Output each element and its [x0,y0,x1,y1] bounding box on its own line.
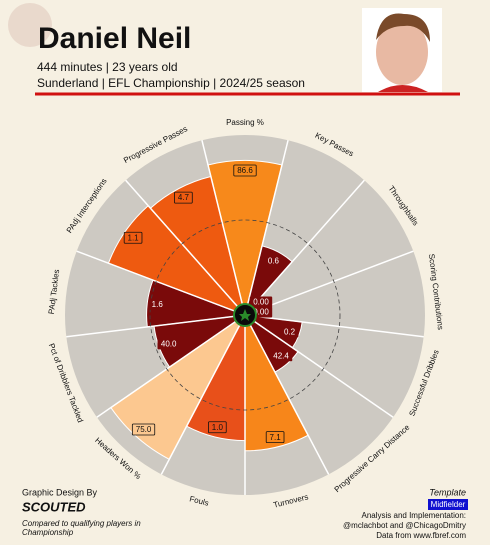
value-box [208,421,227,434]
note-text: Championship [22,528,74,537]
value-label: 7.1 [270,433,282,442]
value-label: 0.2 [284,327,296,336]
player-photo [362,8,442,92]
credit: Data from www.fbref.com [376,531,466,540]
subtitle: 444 minutes | 23 years old [37,60,178,74]
value-box [264,255,283,267]
subtitle: Sunderland | EFL Championship | 2024/25 … [37,76,305,90]
separator [66,315,236,338]
template-label: Template [429,487,466,497]
separator [254,315,424,338]
value-box [148,298,167,310]
value-label: 1.0 [212,423,224,432]
value-box [280,326,299,338]
separator [160,323,242,475]
value-box [249,296,273,308]
value-box [265,431,285,444]
value-box [123,231,143,244]
center-star [239,309,251,321]
value-box [157,338,180,350]
credit: Analysis and Implementation: [362,511,467,520]
value-label: 75.0 [136,425,152,434]
value-label: 40.0 [161,340,177,349]
player-name: Daniel Neil [38,22,191,55]
value-box [269,350,293,362]
credit: @mclachbot and @ChicagoDmitry [343,521,466,530]
note-text: Compared to qualifying players in [22,519,141,528]
credit: Graphic Design By [22,487,98,497]
separator [248,323,330,475]
value-label: 0.00 [253,298,269,307]
club-crest [8,3,52,47]
value-label: 4.7 [178,193,190,202]
value-box [233,164,257,177]
value-label: 0.00 [253,308,269,317]
position: Midfielder [431,500,466,509]
value-label: 42.4 [273,351,289,360]
position-badge [428,499,468,510]
note: Compared to qualifying players in Champio… [22,519,141,537]
value-label: 86.6 [237,166,253,175]
value-label: 1.6 [152,300,164,309]
brand: SCOUTED [22,499,86,514]
reference-ring [149,219,341,411]
category-label: Passing % [226,118,264,127]
value-box [131,423,156,436]
value-label: 0.6 [268,256,280,265]
value-label: 1.1 [128,233,140,242]
separator [251,179,365,309]
value-box [174,191,193,204]
